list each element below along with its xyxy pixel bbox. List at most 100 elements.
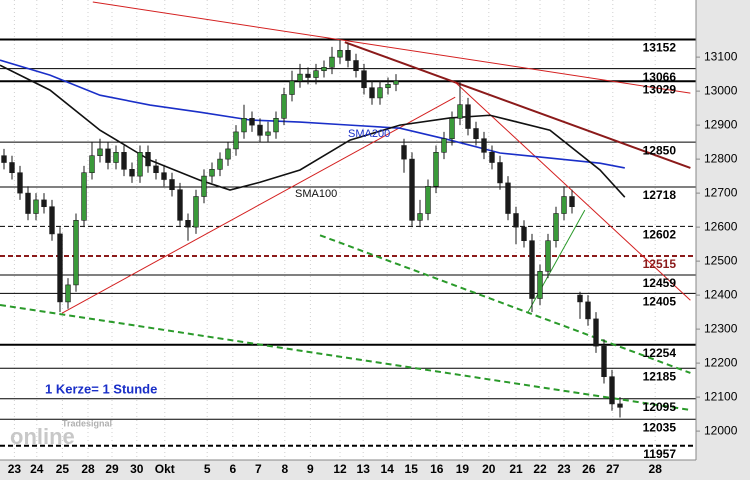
x-tick-label: 23 [557,462,571,476]
candle-body [561,196,567,214]
candle-body [393,80,399,85]
y-tick-label: 12000 [704,423,738,437]
candle-body [513,213,519,228]
candle-body [281,94,287,119]
candle-body [449,118,455,140]
watermark: online [10,424,75,449]
candle-body [337,50,343,58]
candle-body [137,152,143,177]
candle-body [433,152,439,187]
level-label: 13066 [643,70,677,84]
candle-body [537,271,543,299]
x-tick-label: 23 [8,462,22,476]
candle-body [497,162,503,184]
candle-body [481,138,487,153]
candle-body [65,284,71,303]
watermark: Tradesignal [62,418,112,428]
candle-body [569,196,575,208]
candle-body [105,148,111,163]
level-label: 12254 [643,346,677,360]
level-label: 12185 [643,369,677,383]
candle-body [473,128,479,140]
candle-body [25,192,31,214]
candle-body [545,240,551,272]
level-label: 13029 [643,82,677,96]
candle-body [97,148,103,157]
x-tick-label: 7 [255,462,262,476]
x-tick-label: 26 [582,462,596,476]
x-tick-label: 6 [229,462,236,476]
x-tick-label: 22 [533,462,547,476]
candle-body [417,213,423,221]
level-label: 12095 [643,400,677,414]
marks [0,1,691,418]
candle-body [193,196,199,228]
candle-body [345,50,351,61]
candle-body [329,56,335,68]
candle-body [321,67,327,72]
line-label: SMA100 [295,188,337,200]
candle-body [249,118,255,126]
candle-body [353,60,359,72]
candle-body [441,138,447,153]
x-tick-label: 13 [357,462,371,476]
candle-body [521,226,527,242]
level-label: 12405 [643,295,677,309]
candle-body [529,240,535,299]
candle-body [409,158,415,221]
trend-line [0,303,691,412]
candle-body [617,403,623,408]
note: 1 Kerze= 1 Stunde [45,381,157,396]
labels: 12000 12100 12200 12300 12400 12500 12600 12700… [8,41,738,477]
level-label: 13152 [643,41,677,55]
candle-body [201,175,207,197]
candle-body [241,118,247,133]
x-tick-label: 5 [204,462,211,476]
candle-body [257,124,263,136]
candle-body [369,87,375,99]
candle-body [425,186,431,214]
candle-body [169,179,175,191]
x-tick-label: 21 [509,462,523,476]
x-tick-label: 27 [606,462,620,476]
x-tick-label: 29 [105,462,119,476]
level-label: 12459 [643,276,677,290]
x-tick-label: 24 [30,462,44,476]
candle-body [305,73,311,78]
candle-body [465,104,471,129]
candle-body [177,189,183,221]
level-label: 12515 [643,257,677,271]
candle-body [233,131,239,150]
candle-body [401,145,407,160]
candle-body [273,118,279,133]
x-tick-label: 30 [130,462,144,476]
trend-line [319,234,691,374]
y-tick-label: 13100 [704,49,738,63]
x-tick-label: 28 [81,462,95,476]
x-tick-label: 25 [56,462,70,476]
candle-body [505,182,511,214]
trend-line [454,81,691,301]
candle-body [153,165,159,174]
candle-body [361,70,367,89]
candle-body [577,294,583,303]
candle-body [81,172,87,221]
y-tick-label: 13000 [704,83,738,97]
y-tick-label: 12600 [704,219,738,233]
candle-body [265,131,271,136]
level-label: 11957 [643,447,676,461]
x-tick-label: 9 [307,462,314,476]
candle-body [185,220,191,228]
candle-body [121,152,127,170]
y-tick-label: 12800 [704,151,738,165]
x-tick-label: 28 [649,462,663,476]
y-tick-label: 12500 [704,253,738,267]
candle-body [489,152,495,163]
candle-body [553,213,559,242]
candle-body [585,301,591,320]
candle-body [609,376,615,405]
level-label: 12602 [643,228,677,242]
x-tick-label: 16 [430,462,444,476]
candle-body [17,172,23,194]
